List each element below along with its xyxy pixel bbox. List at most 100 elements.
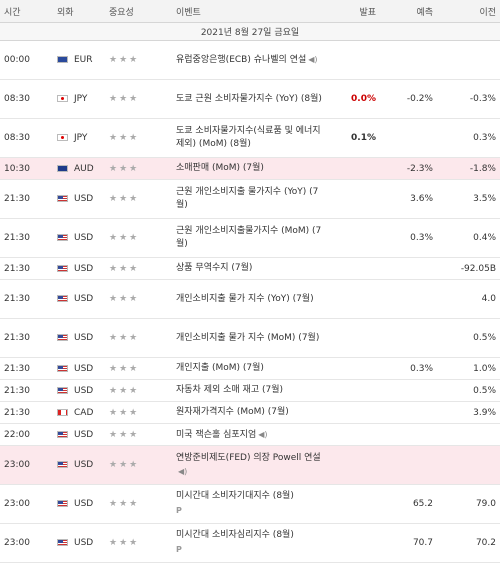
importance-stars: ★★★ — [105, 379, 172, 402]
event-currency: JPY — [53, 79, 105, 119]
event-link[interactable]: 도쿄 소비자물가지수(식료품 및 에너지 제외) (MoM) (8월) — [176, 126, 321, 149]
importance-stars: ★★★ — [105, 279, 172, 319]
currency-code: USD — [74, 294, 94, 304]
event-previous: -92.05B — [437, 257, 500, 280]
event-currency: USD — [53, 279, 105, 319]
flag-usd-icon — [57, 295, 68, 302]
event-link[interactable]: 미시간대 소비자심리지수 (8월) — [176, 530, 294, 540]
event-time: 21:30 — [0, 218, 53, 258]
event-link[interactable]: 개인소비지출 물가 지수 (MoM) (7월) — [176, 332, 320, 343]
table-row[interactable]: 23:00 USD ★★★ 미시간대 소비자기대지수 (8월) P 65.2 79.0 — [0, 484, 500, 524]
importance-stars: ★★★ — [105, 40, 172, 80]
event-name: 연방준비제도(FED) 의장 Powell 연설 ◀) — [172, 445, 328, 485]
event-link[interactable]: 연방준비제도(FED) 의장 Powell 연설 — [176, 452, 321, 463]
event-link[interactable]: 미시간대 소비자기대지수 (8월) — [176, 491, 294, 501]
table-row[interactable]: 23:00 USD ★★★ 미시간대 소비자심리지수 (8월) P 70.7 70.2 — [0, 523, 500, 563]
date-label: 2021년 8월 27일 금요일 — [0, 22, 500, 41]
event-link[interactable]: 자동차 제외 소매 재고 (7월) — [176, 385, 283, 395]
event-actual — [328, 318, 380, 358]
table-row[interactable]: 22:00 USD ★★★ 미국 잭슨홀 심포지엄 ◀) — [0, 423, 500, 446]
event-previous: -0.3% — [437, 79, 500, 119]
col-actual[interactable]: 발표 — [328, 0, 380, 23]
event-link[interactable]: 원자재가격지수 (MoM) (7월) — [176, 407, 289, 417]
table-row[interactable]: 21:30 USD ★★★ 개인소비지출 물가 지수 (MoM) (7월) 0.5% — [0, 318, 500, 358]
table-row[interactable]: 23:00 USD ★★★ 연방준비제도(FED) 의장 Powell 연설 ◀) — [0, 445, 500, 485]
speaker-icon: ◀) — [258, 429, 268, 439]
event-forecast: 3.6% — [380, 179, 437, 219]
flag-eur-icon — [57, 56, 68, 63]
table-row[interactable]: 00:00 EUR ★★★ 유럽중앙은행(ECB) 슈나벨의 연설 ◀) — [0, 40, 500, 80]
currency-code: EUR — [74, 55, 93, 65]
event-link[interactable]: 유럽중앙은행(ECB) 슈나벨의 연설 — [176, 55, 307, 65]
event-time: 21:30 — [0, 401, 53, 424]
event-link[interactable]: 근원 개인소비지출물가지수 (MoM) (7월) — [176, 226, 322, 249]
event-previous: 1.0% — [437, 357, 500, 380]
event-link[interactable]: 개인지출 (MoM) (7월) — [176, 363, 264, 373]
currency-code: JPY — [74, 94, 88, 104]
table-row[interactable]: 08:30 JPY ★★★ 도쿄 소비자물가지수(식료품 및 에너지 제외) (MoM… — [0, 118, 500, 158]
event-forecast — [380, 318, 437, 358]
currency-code: USD — [74, 233, 94, 243]
col-time[interactable]: 시간 — [0, 0, 53, 23]
col-event[interactable]: 이벤트 — [172, 0, 328, 23]
table-row[interactable]: 21:30 USD ★★★ 근원 개인소비지출 물가지수 (YoY) (7월) 3.6%… — [0, 179, 500, 219]
col-currency[interactable]: 외화 — [53, 0, 105, 23]
event-currency: USD — [53, 318, 105, 358]
col-importance[interactable]: 중요성 — [105, 0, 172, 23]
currency-code: AUD — [74, 163, 94, 174]
table-row[interactable]: 21:30 USD ★★★ 자동차 제외 소매 재고 (7월) 0.5% — [0, 379, 500, 402]
event-name: 개인소비지출 물가 지수 (YoY) (7월) — [172, 279, 328, 319]
event-name: 미국 잭슨홀 심포지엄 ◀) — [172, 423, 328, 446]
event-name: 개인소비지출 물가 지수 (MoM) (7월) — [172, 318, 328, 358]
currency-code: USD — [74, 363, 94, 374]
event-forecast — [380, 445, 437, 485]
table-row[interactable]: 21:30 USD ★★★ 근원 개인소비지출물가지수 (MoM) (7월) 0.3% 0… — [0, 218, 500, 258]
table-row[interactable]: 21:30 CAD ★★★ 원자재가격지수 (MoM) (7월) 3.9% — [0, 401, 500, 424]
event-currency: USD — [53, 445, 105, 485]
event-link[interactable]: 미국 잭슨홀 심포지엄 — [176, 429, 257, 440]
event-name: 미시간대 소비자심리지수 (8월) P — [172, 523, 328, 563]
currency-code: JPY — [74, 133, 88, 143]
table-row[interactable]: 21:30 USD ★★★ 상품 무역수지 (7월) -92.05B — [0, 257, 500, 280]
header-row: 시간 외화 중요성 이벤트 발표 예측 이전 — [0, 0, 500, 23]
event-link[interactable]: 도쿄 근원 소비자물가지수 (YoY) (8월) — [176, 93, 322, 104]
col-previous[interactable]: 이전 — [437, 0, 500, 23]
event-actual: 0.1% — [328, 118, 380, 158]
importance-stars: ★★★ — [105, 357, 172, 380]
flag-cad-icon — [57, 408, 68, 416]
event-forecast — [380, 118, 437, 158]
event-link[interactable]: 상품 무역수지 (7월) — [176, 263, 253, 273]
event-previous: 3.9% — [437, 401, 500, 424]
event-time: 23:00 — [0, 523, 53, 563]
event-previous: 4.0 — [437, 279, 500, 319]
event-time: 21:30 — [0, 179, 53, 219]
flag-usd-icon — [57, 195, 68, 202]
col-forecast[interactable]: 예측 — [380, 0, 437, 23]
table-row[interactable]: 21:30 USD ★★★ 개인소비지출 물가 지수 (YoY) (7월) 4.0 — [0, 279, 500, 319]
event-link[interactable]: 개인소비지출 물가 지수 (YoY) (7월) — [176, 293, 314, 304]
event-actual — [328, 379, 380, 402]
event-currency: AUD — [53, 157, 105, 180]
event-currency: USD — [53, 179, 105, 219]
speaker-icon: ◀) — [178, 466, 188, 476]
event-actual — [328, 401, 380, 424]
event-link[interactable]: 소매판매 (MoM) (7월) — [176, 163, 264, 173]
importance-stars: ★★★ — [105, 157, 172, 180]
currency-code: USD — [74, 538, 94, 548]
event-actual — [328, 445, 380, 485]
event-link[interactable]: 근원 개인소비지출 물가지수 (YoY) (7월) — [176, 187, 319, 210]
table-row[interactable]: 08:30 JPY ★★★ 도쿄 근원 소비자물가지수 (YoY) (8월) 0.0% -… — [0, 79, 500, 119]
event-time: 22:00 — [0, 423, 53, 446]
event-forecast — [380, 401, 437, 424]
event-actual — [328, 357, 380, 380]
event-currency: USD — [53, 218, 105, 258]
event-currency: USD — [53, 379, 105, 402]
event-actual: 0.0% — [328, 79, 380, 119]
flag-jpy-icon — [57, 95, 68, 102]
event-currency: JPY — [53, 118, 105, 158]
table-row[interactable]: 10:30 AUD ★★★ 소매판매 (MoM) (7월) -2.3% -1.8% — [0, 157, 500, 180]
importance-stars: ★★★ — [105, 257, 172, 280]
table-row[interactable]: 21:30 USD ★★★ 개인지출 (MoM) (7월) 0.3% 1.0% — [0, 357, 500, 380]
event-previous: 70.2 — [437, 523, 500, 563]
